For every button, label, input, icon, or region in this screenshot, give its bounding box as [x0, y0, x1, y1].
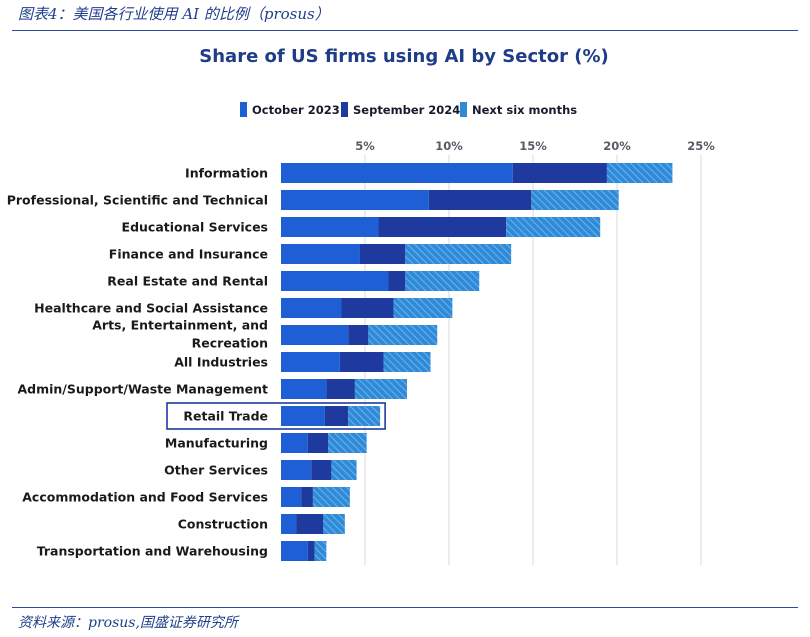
- bar-construction-september-2024: [296, 514, 323, 534]
- bar-accommodation-and-food-services-october-2023: [281, 487, 302, 507]
- legend-label-september-2024: September 2024: [353, 103, 460, 117]
- bar-transportation-and-warehousing-next-six-months: [314, 541, 327, 561]
- bar-other-services-next-six-months: [331, 460, 357, 480]
- legend-label-october-2023: October 2023: [252, 103, 340, 117]
- bar-transportation-and-warehousing-september-2024: [307, 541, 315, 561]
- bar-healthcare-and-social-assistance-october-2023: [281, 298, 342, 318]
- bar-healthcare-and-social-assistance-september-2024: [341, 298, 394, 318]
- bar-professional-scientific-and-technical-october-2023: [281, 190, 429, 210]
- x-axis-ticks: 5% 10% 15% 20% 25%: [355, 139, 715, 153]
- bar-admin-support-waste-management-september-2024: [326, 379, 355, 399]
- category-label: Healthcare and Social Assistance: [34, 301, 268, 316]
- bar-healthcare-and-social-assistance-next-six-months: [393, 298, 453, 318]
- bar-arts-entertainment-and-recreation-september-2024: [348, 325, 369, 345]
- bar-admin-support-waste-management-october-2023: [281, 379, 327, 399]
- bar-finance-and-insurance-next-six-months: [405, 244, 512, 264]
- bar-manufacturing-next-six-months: [328, 433, 367, 453]
- bar-professional-scientific-and-technical-next-six-months: [531, 190, 619, 210]
- figure-caption: 图表4：美国各行业使用 AI 的比例（prosus）: [18, 5, 330, 23]
- x-tick-label: 5%: [355, 139, 375, 153]
- legend-swatch-next-six-months: [460, 102, 467, 117]
- bar-professional-scientific-and-technical-september-2024: [428, 190, 532, 210]
- bar-retail-trade-october-2023: [281, 406, 325, 426]
- category-label: Other Services: [164, 463, 268, 478]
- category-labels: Information Professional, Scientific and …: [7, 166, 386, 559]
- bar-transportation-and-warehousing-october-2023: [281, 541, 308, 561]
- bar-other-services-october-2023: [281, 460, 312, 480]
- category-label: Real Estate and Rental: [107, 274, 268, 289]
- bar-educational-services-september-2024: [378, 217, 507, 237]
- bars: [281, 163, 673, 561]
- bar-admin-support-waste-management-next-six-months: [354, 379, 407, 399]
- category-label: Construction: [178, 517, 268, 532]
- x-tick-label: 15%: [519, 139, 547, 153]
- bar-other-services-september-2024: [311, 460, 332, 480]
- top-rule: [12, 30, 798, 31]
- bar-construction-next-six-months: [323, 514, 345, 534]
- bar-finance-and-insurance-october-2023: [281, 244, 360, 264]
- bar-information-october-2023: [281, 163, 513, 183]
- bar-real-estate-and-rental-september-2024: [388, 271, 406, 291]
- bar-real-estate-and-rental-next-six-months: [405, 271, 480, 291]
- bar-retail-trade-september-2024: [324, 406, 349, 426]
- bar-real-estate-and-rental-october-2023: [281, 271, 389, 291]
- bar-all-industries-next-six-months: [383, 352, 431, 372]
- category-label: Retail Trade: [183, 409, 268, 424]
- legend-label-next-six-months: Next six months: [472, 103, 577, 117]
- category-label: Admin/Support/Waste Management: [17, 382, 268, 397]
- category-label: Accommodation and Food Services: [22, 490, 268, 505]
- chart-title: Share of US firms using AI by Sector (%): [199, 46, 608, 67]
- bar-arts-entertainment-and-recreation-october-2023: [281, 325, 349, 345]
- bottom-rule: [12, 607, 798, 608]
- bar-manufacturing-september-2024: [307, 433, 329, 453]
- category-label: Finance and Insurance: [109, 247, 268, 262]
- highlight-box: [166, 402, 386, 430]
- bar-all-industries-october-2023: [281, 352, 340, 372]
- bar-information-next-six-months: [606, 163, 673, 183]
- x-tick-label: 25%: [687, 139, 715, 153]
- x-tick-label: 10%: [435, 139, 463, 153]
- legend: October 2023 September 2024 Next six month…: [240, 102, 577, 117]
- category-label: Information: [185, 166, 268, 181]
- bar-accommodation-and-food-services-next-six-months: [312, 487, 350, 507]
- category-label: Manufacturing: [165, 436, 268, 451]
- category-label: Arts, Entertainment, and Recreation: [92, 318, 268, 351]
- source-note: 资料来源：prosus,国盛证券研究所: [18, 615, 238, 631]
- legend-swatch-september-2024: [341, 102, 348, 117]
- bar-arts-entertainment-and-recreation-next-six-months: [368, 325, 438, 345]
- bar-construction-october-2023: [281, 514, 297, 534]
- category-label: Educational Services: [122, 220, 268, 235]
- bar-information-september-2024: [512, 163, 607, 183]
- bar-all-industries-september-2024: [339, 352, 384, 372]
- bar-educational-services-october-2023: [281, 217, 379, 237]
- category-label: All Industries: [174, 355, 268, 370]
- legend-swatch-october-2023: [240, 102, 247, 117]
- bar-retail-trade-next-six-months: [348, 406, 381, 426]
- category-label: Professional, Scientific and Technical: [7, 193, 268, 208]
- bar-accommodation-and-food-services-september-2024: [301, 487, 313, 507]
- bar-finance-and-insurance-september-2024: [359, 244, 406, 264]
- stacked-bar-chart: Share of US firms using AI by Sector (%)…: [7, 46, 715, 565]
- x-tick-label: 20%: [603, 139, 631, 153]
- bar-manufacturing-october-2023: [281, 433, 308, 453]
- category-label: Transportation and Warehousing: [37, 544, 268, 559]
- bar-educational-services-next-six-months: [506, 217, 601, 237]
